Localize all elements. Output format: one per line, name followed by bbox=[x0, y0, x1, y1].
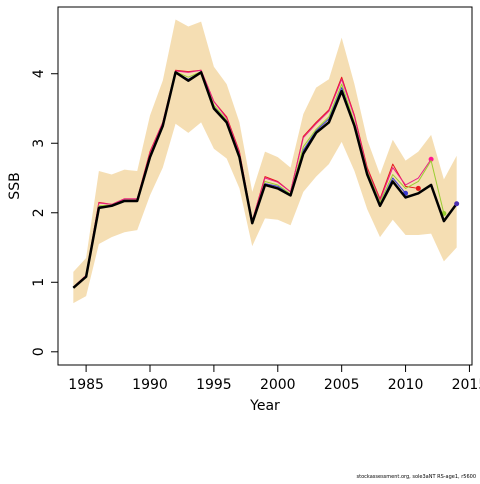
plot-frame bbox=[57, 6, 473, 366]
x-tick-label: 2005 bbox=[324, 377, 360, 393]
x-tick-label: 1990 bbox=[132, 377, 168, 393]
footer: stockassessment.org, sole3aNT RS-age1, r… bbox=[357, 474, 476, 480]
y-tick-label: 4 bbox=[31, 69, 47, 78]
x-tick-label: 2000 bbox=[260, 377, 296, 393]
y-axis-label: SSB bbox=[7, 172, 23, 199]
series-line bbox=[72, 71, 458, 289]
confidence-band bbox=[73, 19, 457, 304]
x-tick-label: 2010 bbox=[388, 377, 424, 393]
y-tick-label: 0 bbox=[31, 347, 47, 356]
y-tick-label: 2 bbox=[31, 208, 47, 217]
y-tick-label: 3 bbox=[31, 139, 47, 148]
end-point bbox=[415, 185, 421, 191]
x-axis-label: Year bbox=[249, 398, 280, 414]
y-tick-label: 1 bbox=[31, 278, 47, 287]
end-point bbox=[454, 201, 460, 207]
end-point bbox=[428, 156, 434, 162]
x-tick-label: 1995 bbox=[196, 377, 232, 393]
x-tick-label: 2015 bbox=[452, 377, 480, 393]
x-tick-label: 1985 bbox=[68, 377, 104, 393]
